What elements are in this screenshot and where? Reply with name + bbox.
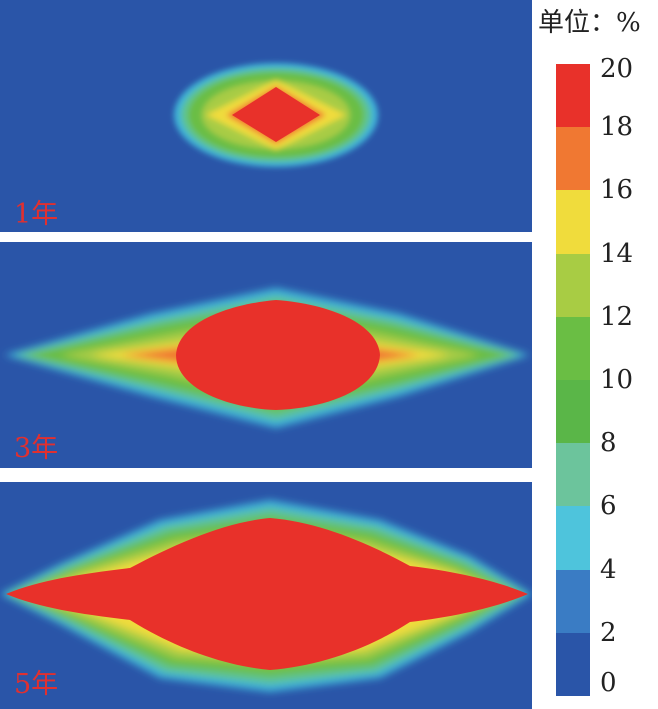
contour-20	[176, 300, 380, 410]
colorbar-tick-label: 20	[600, 54, 634, 84]
colorbar-tick-label: 2	[600, 617, 617, 648]
colorbar-tick-label: 18	[600, 112, 634, 143]
contour-20	[232, 87, 320, 142]
colorbar-tick-label: 6	[600, 491, 617, 522]
colorbar-segment	[556, 190, 590, 255]
colorbar-segment	[556, 253, 590, 318]
heatmap-5-year-plot	[0, 482, 532, 709]
heatmap-panel-3-year: 3年	[0, 242, 532, 468]
colorbar-tick-label: 8	[600, 428, 617, 459]
colorbar-segment	[556, 380, 590, 444]
colorbar-tick-label: 14	[600, 238, 634, 269]
contour-20	[6, 518, 528, 670]
colorbar-segment	[556, 316, 590, 381]
heatmap-panel-1-year: 1年	[0, 0, 532, 232]
colorbar-tick-label: 4	[600, 554, 617, 585]
colorbar-tick-label: 0	[600, 668, 617, 698]
colorbar-segment	[556, 569, 590, 634]
colorbar-segment	[556, 506, 590, 571]
panel-label-3-year: 3年	[14, 433, 59, 464]
heatmap-3-year-plot	[0, 242, 532, 468]
panel-label-5-year: 5年	[14, 669, 59, 700]
unit-label: 单位：%	[538, 8, 641, 38]
colorbar-tick-label: 12	[600, 301, 634, 332]
colorbar	[556, 64, 590, 697]
colorbar-tick-label: 16	[600, 175, 634, 206]
colorbar-segment	[556, 443, 590, 507]
heatmap-1-year-plot	[0, 0, 532, 232]
colorbar-segment	[556, 64, 590, 128]
colorbar-tick-label: 10	[600, 365, 634, 395]
panel-label-1-year: 1年	[14, 199, 59, 230]
heatmap-panel-5-year: 5年	[0, 482, 532, 709]
colorbar-segment	[556, 127, 590, 191]
colorbar-segment	[556, 632, 590, 697]
